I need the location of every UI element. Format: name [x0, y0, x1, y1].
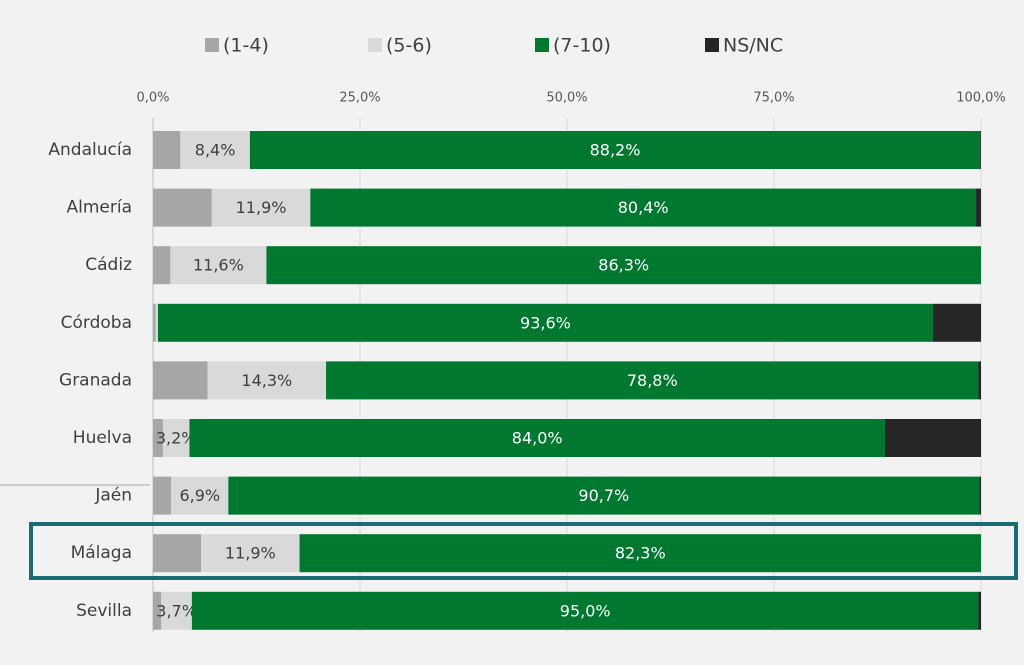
bar-segment [978, 361, 981, 400]
data-label: 84,0% [512, 429, 563, 448]
data-label: 6,9% [179, 486, 220, 505]
bar-segment [310, 188, 977, 227]
legend-label: (1-4) [223, 35, 269, 57]
legend-swatch [705, 38, 719, 52]
y-tick-label: Málaga [71, 543, 132, 563]
bar-segment [153, 361, 208, 400]
bar-segment [979, 476, 981, 515]
bar-segment [153, 131, 181, 169]
x-tick-label: 75,0% [753, 91, 794, 106]
bar-segment [299, 534, 981, 573]
legend-label: (5-6) [386, 35, 432, 57]
bar-segment [153, 476, 172, 515]
bar-segment [161, 591, 192, 630]
data-label: 95,0% [560, 601, 611, 620]
bar-segment [157, 303, 933, 342]
y-tick-label: Córdoba [61, 313, 132, 333]
bar-segment [189, 419, 885, 457]
data-label: 78,8% [627, 371, 678, 390]
data-label: 11,9% [225, 544, 276, 563]
data-label: 90,7% [578, 486, 629, 505]
y-tick-label: Almería [66, 198, 132, 218]
data-label: 82,3% [615, 544, 666, 563]
bar-segment [249, 131, 981, 169]
data-label: 11,9% [236, 198, 287, 217]
legend-label: NS/NC [723, 35, 783, 57]
bar-segment [180, 131, 250, 169]
bar-segment [155, 303, 158, 342]
bar-segment [153, 246, 171, 285]
data-label: 3,7% [156, 601, 197, 620]
legend-swatch [368, 38, 382, 52]
x-tick-label: 50,0% [546, 91, 587, 106]
data-label: 86,3% [598, 256, 649, 275]
bar-segment [153, 534, 202, 573]
highlight-box [29, 522, 1018, 580]
bar-segment [978, 591, 981, 630]
bar-segment [884, 419, 981, 457]
bar-segment [153, 188, 212, 227]
legend-label: (7-10) [553, 35, 611, 57]
x-tick-label: 100,0% [956, 91, 1006, 106]
data-label: 3,2% [156, 429, 197, 448]
bar-segment [211, 188, 311, 227]
bar-segment [153, 591, 162, 630]
y-tick-label: Granada [59, 370, 132, 390]
bar-segment [976, 188, 981, 227]
data-label: 14,3% [241, 371, 292, 390]
y-tick-label: Huelva [73, 428, 132, 448]
bar-segment [171, 476, 229, 515]
data-label: 8,4% [195, 141, 236, 160]
bar-segment [326, 361, 979, 400]
y-tick-label: Cádiz [85, 255, 132, 275]
x-tick-label: 0,0% [136, 91, 169, 106]
legend-swatch [535, 38, 549, 52]
bar-segment [266, 246, 981, 285]
plot: 0,0% 25,0% 50,0% 75,0% 100,0% (1-4) (5-6) (7-10… [48, 35, 1006, 632]
bar-segment [207, 361, 327, 400]
bar-segment [980, 131, 981, 169]
x-tick-label: 25,0% [339, 91, 380, 106]
bar-segment [191, 591, 979, 630]
bar-segment [932, 303, 981, 342]
bar-segment [162, 419, 190, 457]
data-label: 88,2% [590, 141, 641, 160]
bar-segment [153, 303, 156, 342]
bar-segment [170, 246, 267, 285]
data-label: 80,4% [618, 198, 669, 217]
data-label: 93,6% [520, 313, 571, 332]
bar-segment [228, 476, 980, 515]
data-label: 11,6% [193, 256, 244, 275]
legend-swatch [205, 38, 219, 52]
y-tick-label: Sevilla [76, 601, 132, 621]
bar-segment [153, 419, 163, 457]
bar-segment [201, 534, 300, 573]
y-tick-label: Jaén [94, 486, 132, 506]
y-tick-label: Andalucía [48, 140, 132, 160]
